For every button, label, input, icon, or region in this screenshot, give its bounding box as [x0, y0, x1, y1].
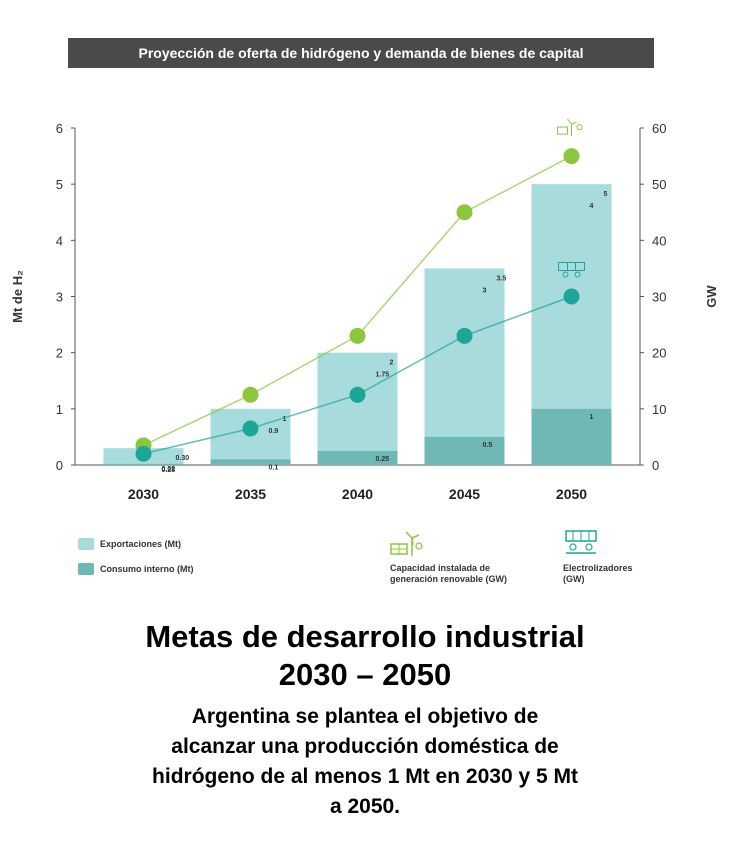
legend-label-domestic: Consumo interno (Mt): [100, 564, 194, 574]
y-tick-label: 2: [56, 346, 63, 361]
y2-tick-label: 50: [652, 177, 666, 192]
legend-label-renewable-line1: Capacidad instalada de: [390, 563, 491, 573]
x-tick-label: 2040: [342, 486, 373, 502]
y-tick-label: 3: [56, 290, 63, 305]
x-tick-label: 2035: [235, 486, 266, 502]
y2-tick-label: 30: [652, 290, 666, 305]
domestic-label: 0.25: [376, 456, 390, 463]
total-label: 5: [604, 191, 608, 198]
electro-point: [242, 420, 259, 437]
bar-exports: [424, 268, 505, 465]
exports-label: 1.75: [376, 372, 390, 379]
legend-swatch-domestic: [78, 563, 94, 575]
legend-label-electro: Electrolizadores (GW): [563, 563, 633, 585]
bar-exports: [317, 352, 398, 465]
bar-domestic: [424, 436, 505, 465]
exports-label: 0.9: [269, 428, 279, 435]
total-label: 0.30: [176, 455, 190, 462]
electro-point: [135, 445, 152, 462]
y-tick-label: 5: [56, 177, 63, 192]
bar-exports: [210, 408, 291, 465]
y-axis-title: Mt de H₂: [10, 270, 25, 323]
legend-label-renewable-line2: generación renovable (GW): [390, 574, 508, 584]
total-label: 1: [283, 416, 287, 423]
x-tick-label: 2030: [128, 486, 159, 502]
domestic-label: 0.02: [162, 466, 176, 473]
legend-label-renewable: Capacidad instalada de generación renova…: [390, 563, 507, 585]
legend-label-electro-line2: (GW): [563, 574, 585, 584]
bar-domestic: [210, 459, 291, 465]
y2-axis-title: GW: [704, 285, 719, 308]
y-tick-label: 4: [56, 233, 63, 248]
y-tick-label: 0: [56, 458, 63, 473]
x-tick-label: 2050: [556, 486, 587, 502]
exports-label: 3: [483, 287, 487, 294]
domestic-label: 0.5: [483, 442, 493, 449]
section-heading-line2: 2030 – 2050: [278, 657, 452, 692]
total-label: 2: [390, 360, 394, 367]
y2-tick-label: 10: [652, 402, 666, 417]
electrolyzer-icon: [558, 262, 585, 278]
y-tick-label: 1: [56, 402, 63, 417]
domestic-label: 1: [590, 414, 594, 421]
electrolyzer-icon: [565, 530, 597, 554]
legend-label-exports: Exportaciones (Mt): [100, 539, 182, 549]
total-label: 3.5: [497, 275, 507, 282]
domestic-label: 0.1: [269, 464, 279, 471]
body-text-line3: hidrógeno de al menos 1 Mt en 2030 y 5 M…: [152, 765, 578, 788]
bar-domestic: [103, 463, 184, 465]
renewable-point: [349, 327, 366, 344]
y2-tick-label: 40: [652, 233, 666, 248]
exports-label: 0.28: [162, 467, 176, 474]
legend-label-electro-line1: Electrolizadores: [563, 563, 633, 573]
renewable-point: [563, 148, 580, 165]
body-text-line2: alcanzar una producción doméstica de: [171, 735, 559, 758]
electro-point: [456, 327, 473, 344]
chart-title: Proyección de oferta de hidrógeno y dema…: [68, 38, 654, 68]
bar-domestic: [531, 408, 612, 465]
y2-tick-label: 20: [652, 346, 666, 361]
body-text-line4: a 2050.: [329, 795, 401, 818]
legend-swatch-exports: [78, 538, 94, 550]
body-text-line1: Argentina se plantea el objetivo de: [191, 705, 539, 728]
renewable-point: [242, 386, 259, 403]
y2-tick-label: 60: [652, 121, 666, 136]
wind-solar-icon: [557, 118, 583, 137]
electro-point: [563, 288, 580, 305]
exports-label: 4: [590, 203, 594, 210]
electro-point: [349, 386, 366, 403]
y-tick-label: 6: [56, 121, 63, 136]
renewable-point: [456, 204, 473, 221]
bar-domestic: [317, 450, 398, 465]
section-heading-line1: Metas de desarrollo industrial: [145, 619, 585, 654]
wind-solar-icon: [390, 531, 423, 556]
y2-tick-label: 0: [652, 458, 659, 473]
x-tick-label: 2045: [449, 486, 480, 502]
